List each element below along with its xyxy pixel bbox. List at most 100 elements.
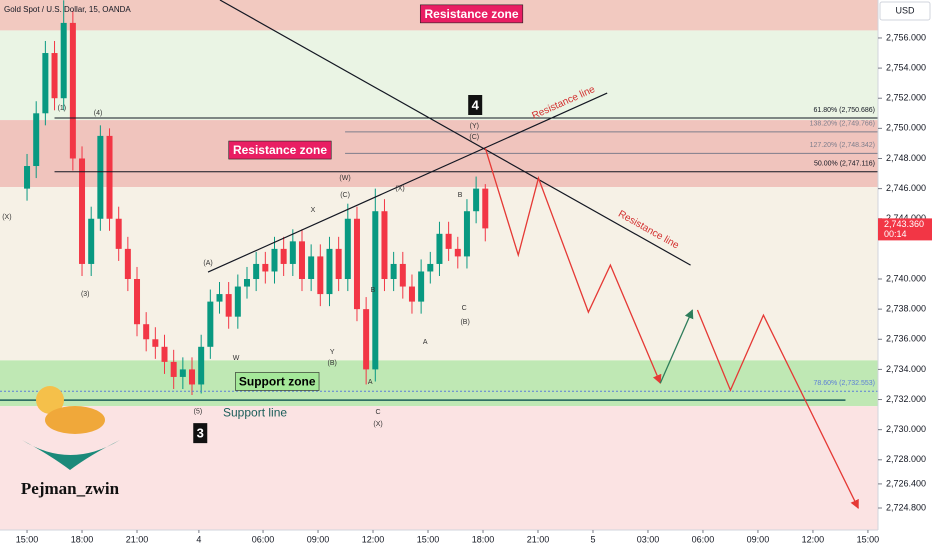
- price-band: [0, 30, 878, 121]
- trend-line: [207, 92, 608, 273]
- x-tick-label: 06:00: [692, 534, 715, 544]
- wave-annotation: A: [368, 379, 373, 386]
- y-tick-label: 2,734.000: [886, 364, 926, 374]
- wave-annotation: B: [458, 192, 463, 199]
- wave-annotation: (W): [339, 175, 350, 182]
- candle-body: [372, 211, 379, 370]
- wave-annotation: B: [371, 287, 376, 294]
- x-tick-label: 09:00: [307, 534, 330, 544]
- candle-body: [225, 294, 232, 317]
- projection-path: [696, 309, 859, 509]
- candle-body: [189, 369, 196, 385]
- wave-label-box: [468, 95, 483, 116]
- zone-label-box: [235, 372, 320, 391]
- y-tick-label: 2,732.000: [886, 394, 926, 404]
- x-tick-label: 15:00: [417, 534, 440, 544]
- candle-body: [408, 286, 415, 302]
- y-tick-label: 2,730.000: [886, 424, 926, 434]
- candle-body: [152, 339, 159, 347]
- price-axis-panel: [878, 0, 932, 550]
- fib-label: 50.00% (2,747.116): [814, 161, 875, 168]
- projection-path: [659, 309, 694, 384]
- candle-body: [418, 271, 425, 302]
- wave-annotation: C: [462, 305, 467, 312]
- x-tick-label: 5: [590, 534, 595, 544]
- candle-body: [115, 218, 122, 249]
- candle-body: [308, 256, 315, 280]
- y-tick-label: 2,724.800: [886, 502, 926, 512]
- wave-annotation: (5): [194, 408, 203, 415]
- wave-label: 4: [472, 97, 480, 112]
- x-tick-label: 18:00: [472, 534, 495, 544]
- countdown-label: 00:14: [884, 229, 907, 239]
- candle-body: [381, 211, 388, 280]
- last-price-label: 2,743.360: [884, 219, 924, 229]
- y-tick-label: 2,728.000: [886, 454, 926, 464]
- y-tick-label: 2,744.000: [886, 213, 926, 223]
- candle-body: [326, 248, 333, 295]
- candle-body: [363, 309, 370, 370]
- wave-annotation: (C): [340, 192, 350, 199]
- candle-body: [298, 241, 305, 280]
- trend-line-label: Support line: [223, 405, 287, 419]
- candle-body: [216, 294, 223, 302]
- x-tick-label: 06:00: [252, 534, 275, 544]
- logo: [22, 386, 120, 470]
- y-tick-label: 2,756.000: [886, 32, 926, 42]
- candle-body: [106, 135, 113, 219]
- projection-path: [484, 147, 662, 384]
- wave-annotation: C: [376, 409, 381, 416]
- x-tick-label: 03:00: [637, 534, 660, 544]
- candle-body: [317, 256, 324, 295]
- y-tick-label: 2,736.000: [886, 334, 926, 344]
- candle-body: [51, 53, 58, 99]
- candle-body: [280, 248, 287, 264]
- candle-body: [124, 248, 131, 280]
- x-tick-label: 15:00: [857, 534, 880, 544]
- candle-body: [436, 233, 443, 264]
- x-tick-label: 21:00: [126, 534, 149, 544]
- wave-annotation: Y: [330, 349, 335, 356]
- x-tick-label: 09:00: [747, 534, 770, 544]
- candle-body: [161, 346, 168, 362]
- fib-label: 127.20% (2,748.342): [810, 142, 875, 149]
- wave-label: 3: [197, 426, 204, 441]
- wave-annotation: (3): [81, 291, 90, 298]
- candle-body: [262, 263, 269, 272]
- last-price-box: [878, 218, 932, 241]
- candle-body: [445, 233, 452, 249]
- y-tick-label: 2,726.400: [886, 478, 926, 488]
- candle-body: [344, 218, 351, 280]
- y-tick-label: 2,746.000: [886, 183, 926, 193]
- candle-body: [198, 346, 205, 385]
- x-tick-label: 15:00: [16, 534, 39, 544]
- zone-label-box: [228, 140, 332, 160]
- plot-layer: [24, 0, 489, 396]
- candle-body: [335, 248, 342, 280]
- candle-body: [271, 248, 278, 272]
- axis-layer: 2,756.000 2,754.000 2,752.000 2,750.000 2,74…: [16, 32, 932, 544]
- x-tick-label: 12:00: [362, 534, 385, 544]
- candle-body: [234, 286, 241, 317]
- fib-label: 61.80% (2,750.686): [814, 107, 876, 114]
- wave-annotation: (B): [328, 360, 337, 367]
- fib-label: 78.60% (2,732.553): [814, 380, 876, 387]
- candle-body: [97, 135, 104, 219]
- x-tick-label: 21:00: [527, 534, 550, 544]
- wave-annotation: (A): [203, 260, 212, 267]
- price-band: [0, 406, 878, 530]
- candle-body: [390, 263, 397, 280]
- candle-body: [399, 263, 406, 287]
- candle-body: [179, 369, 186, 377]
- candle-body: [60, 22, 67, 99]
- y-tick-label: 2,740.000: [886, 273, 926, 283]
- chart-title: Gold Spot / U.S. Dollar, 15, OANDA: [4, 5, 131, 14]
- candle-body: [69, 22, 76, 159]
- currency-box: [879, 1, 931, 21]
- fib-label: 138.20% (2,749.766): [810, 121, 875, 128]
- candle-body: [24, 166, 31, 189]
- watermark: Pejman_zwin: [21, 479, 120, 498]
- zone-label: Resistance zone: [425, 7, 519, 21]
- candle-body: [33, 113, 40, 167]
